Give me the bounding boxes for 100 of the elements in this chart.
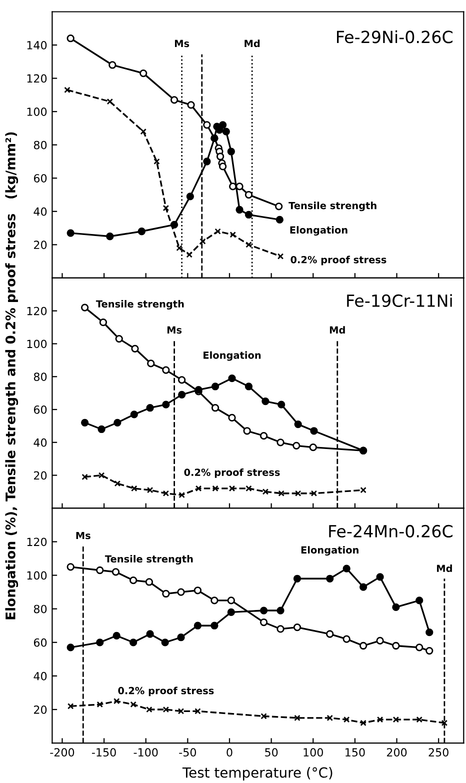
y-tick-label: 40 [34,672,47,680]
series-label: Elongation [290,226,348,236]
point [342,635,350,643]
point [96,566,104,574]
y-tick-label: 20 [34,240,47,250]
point [392,603,400,611]
point [96,638,104,646]
point [211,404,220,412]
point [170,96,178,104]
point [244,210,253,219]
point [227,608,235,616]
point [108,61,116,69]
ref-line-label: Md [244,40,260,48]
point [244,382,253,390]
point [326,714,333,722]
point [276,625,284,633]
point [392,642,400,650]
point [294,490,302,496]
point [178,376,186,384]
point [113,698,120,704]
point [203,121,211,129]
point [114,418,122,426]
point [129,638,138,646]
y-tick-label: 60 [34,638,47,647]
point [176,244,182,252]
point [392,716,400,723]
point [416,716,422,723]
point [342,564,350,572]
point [214,228,221,234]
point [161,638,169,646]
point [203,158,211,166]
point [212,485,218,492]
point [178,390,186,399]
point [230,232,236,238]
point [138,228,146,236]
y-tick-label: 140 [27,40,47,50]
point [162,706,170,713]
point [246,242,252,248]
point [228,374,236,382]
point [310,427,318,435]
y-tick-label: 80 [34,604,47,614]
y-axis-title: Elongation (%), Tensile strength and 0.2% proof stress (kg/mm²) [5,132,18,620]
y-tick-label: 80 [34,140,47,150]
point [66,34,74,42]
point [195,485,202,492]
point [210,622,218,630]
y-tick-label: 60 [34,405,47,414]
point [130,701,136,708]
x-tick-label: 50 [265,748,278,757]
point [106,98,114,105]
series-label: Elongation [301,546,358,556]
point [96,701,103,708]
point [187,101,195,109]
point [228,414,236,422]
point [228,485,236,492]
point [177,634,185,642]
point [326,574,334,582]
y-tick-label: 120 [27,306,47,316]
point [147,360,155,368]
y-tick-label: 120 [27,74,47,83]
point [441,720,448,726]
point [416,596,424,604]
point [112,568,120,576]
point [114,480,121,487]
x-axis-title: Test temperature (°C) [182,767,332,780]
point [416,644,424,652]
point [194,622,202,630]
y-tick-label: 80 [34,372,47,381]
point [162,366,170,374]
point [146,404,154,412]
point [227,596,235,604]
y-tick-label: 20 [34,705,47,714]
series-label: Tensile strength [104,555,193,565]
point [426,628,434,636]
series-label: Tensile strength [96,300,184,310]
point [146,486,154,494]
point [292,442,300,450]
point [260,432,268,440]
ref-line-label: Md [437,564,452,572]
point [186,192,194,200]
point [260,606,268,614]
x-tick-label: 200 [386,748,407,757]
point [244,190,253,199]
point [359,642,368,650]
ref-line-label: Ms [76,532,90,540]
series-label: Tensile strength [288,202,376,212]
point [162,590,170,598]
point [218,162,227,170]
point [216,152,224,160]
x-tick-label: -50 [179,748,196,757]
point [227,148,235,156]
y-tick-label: 100 [27,571,47,580]
point [146,706,152,713]
x-tick-label: -150 [92,748,116,757]
point [140,69,148,78]
point [360,486,366,494]
point [276,438,284,446]
series-label: Elongation [204,351,261,361]
point [82,474,88,480]
point [130,410,138,418]
